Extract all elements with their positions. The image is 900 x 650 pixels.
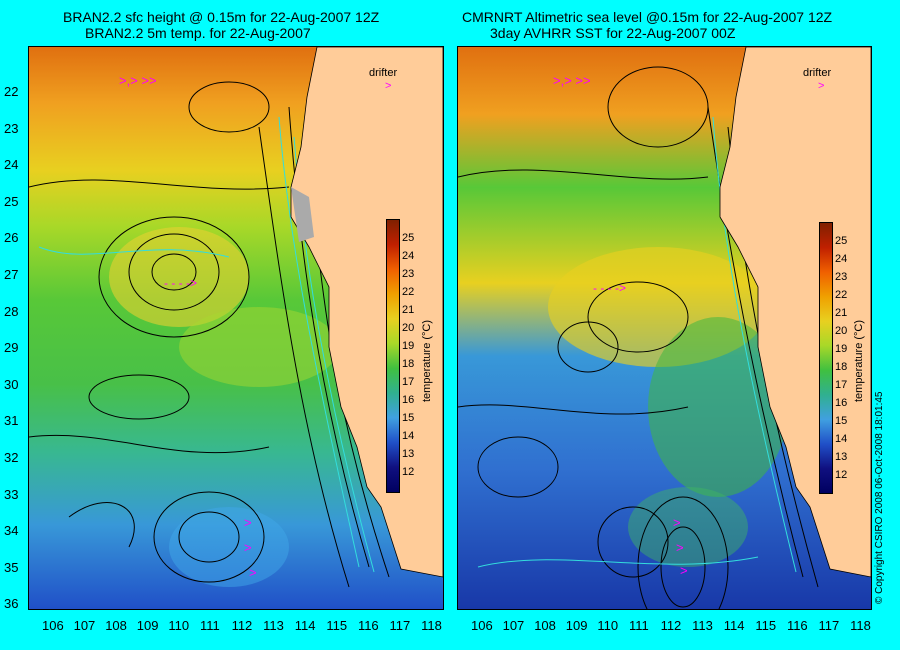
right-title-line2: 3day AVHRR SST for 22-Aug-2007 00Z (490, 25, 736, 41)
drifter-tracks: >,> >> - - - -> > > > (119, 73, 257, 580)
svg-text:- - - ->: - - - -> (164, 276, 197, 290)
svg-text:>: > (244, 540, 252, 555)
svg-text:>: > (673, 515, 681, 530)
left-map-panel: >,> >> - - - -> > > > drifter > 25 24 23 22… (28, 46, 444, 610)
svg-text:>: > (249, 565, 257, 580)
drifter-legend-label: drifter (369, 67, 398, 79)
drifter-legend-icon: > (385, 80, 392, 92)
left-colorbar-ticks: 25 24 23 22 21 20 19 18 17 16 15 14 13 12 (402, 232, 415, 478)
drifter-tracks: >,> >> - - - -> > > > (553, 73, 688, 578)
svg-text:>: > (676, 540, 684, 555)
left-colorbar (386, 219, 400, 493)
right-colorbar-ticks: 25 24 23 22 21 20 19 18 17 16 15 14 13 12 (835, 235, 848, 481)
sea-level-contours (458, 66, 819, 609)
svg-text:>: > (680, 563, 688, 578)
left-title-line2: BRAN2.2 5m temp. for 22-Aug-2007 (85, 25, 311, 41)
copyright-notice: © Copyright CSIRO 2008 06-Oct-2008 18:01… (874, 391, 885, 605)
drifter-legend-icon: > (818, 80, 825, 92)
left-colorbar-label: temperature (°C) (421, 319, 433, 402)
land-western-australia (290, 47, 443, 578)
lon-axis-left: 106 107 108 109 110 111 112 113 114 115 116 117 118 (42, 618, 442, 633)
svg-text:>,> >>: >,> >> (553, 73, 591, 88)
right-map-panel: >,> >> - - - -> > > > drifter > 25 24 23 22… (457, 46, 872, 610)
drifter-legend-label: drifter (803, 67, 832, 79)
svg-text:>: > (244, 515, 252, 530)
left-title-line1: BRAN2.2 sfc height @ 0.15m for 22-Aug-20… (63, 9, 380, 25)
land-western-australia (719, 47, 871, 578)
svg-text:- - - ->: - - - -> (593, 281, 626, 295)
lat-axis: 22 23 24 25 26 27 28 29 30 31 32 33 34 35 36 (4, 84, 19, 612)
right-title-line1: CMRNRT Altimetric sea level @0.15m for 2… (462, 9, 833, 25)
right-colorbar (819, 222, 833, 494)
right-colorbar-label: temperature (°C) (853, 319, 865, 402)
svg-text:>,> >>: >,> >> (119, 73, 157, 88)
bathymetry-contours (477, 116, 797, 573)
lon-axis-right: 106 107 108 109 110 111 112 113 114 115 116 117 118 (471, 618, 871, 633)
